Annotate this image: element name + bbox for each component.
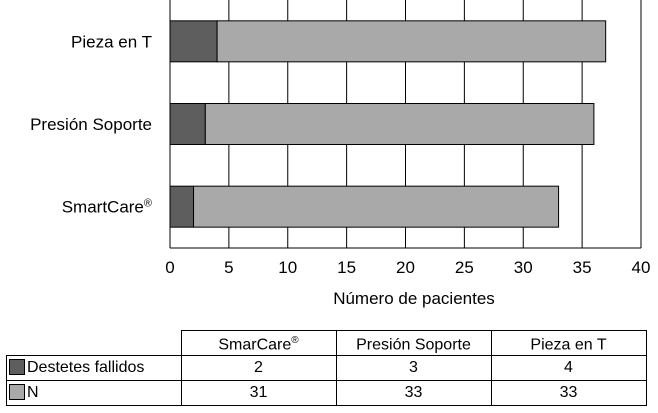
x-tick-label: 0 (165, 258, 174, 277)
table-header-smartcare: SmarCare® (180, 329, 337, 357)
x-tick-label: 5 (224, 258, 233, 277)
row-label-n: N (6, 380, 182, 407)
x-tick-labels: 0 5 10 15 20 25 30 35 40 (165, 258, 650, 277)
x-tick-label: 25 (455, 258, 474, 277)
category-label: SmartCare® (62, 198, 152, 217)
stacked-bar-chart: Pieza en T Presión Soporte SmartCare® 0 5 10… (30, 0, 650, 308)
table-header-row: SmarCare® Presión Soporte Pieza en T (7, 329, 647, 357)
bars (169, 20, 607, 228)
bar-segment-failed (169, 185, 195, 228)
x-tick-label: 10 (278, 258, 297, 277)
table-row: Destetes fallidos 2 3 4 (6, 355, 647, 382)
bar-segment-failed (169, 103, 206, 145)
table-corner (7, 331, 182, 356)
x-tick-label: 30 (514, 258, 533, 277)
legend-swatch-n (9, 384, 25, 401)
row-label-destetes-fallidos: Destetes fallidos (6, 355, 182, 382)
table-row: N 31 33 33 (6, 380, 647, 407)
category-label: Presión Soporte (30, 115, 152, 134)
category-label: Pieza en T (71, 32, 152, 51)
table-cell: 3 (335, 355, 492, 382)
table-cell: 4 (490, 355, 647, 382)
x-tick-label: 40 (632, 258, 651, 277)
bar-segment-failed (169, 20, 218, 63)
x-axis-title: Número de pacientes (333, 289, 495, 308)
category-labels: Pieza en T Presión Soporte SmartCare® (30, 32, 152, 216)
legend-swatch-failed (9, 359, 25, 376)
x-tick-label: 35 (573, 258, 592, 277)
table-cell: 31 (180, 380, 337, 407)
bar-segment-n (204, 103, 595, 145)
table-header-pieza-en-t: Pieza en T (490, 329, 647, 357)
table-cell: 33 (335, 380, 492, 407)
x-tick-label: 20 (396, 258, 415, 277)
table-cell: 33 (490, 380, 647, 407)
x-tick-label: 15 (337, 258, 356, 277)
table-cell: 2 (180, 355, 337, 382)
table-header-presion-soporte: Presión Soporte (335, 329, 492, 357)
data-table: SmarCare® Presión Soporte Pieza en T Des… (6, 329, 647, 407)
bar-segment-n (193, 185, 560, 228)
bar-segment-n (216, 20, 607, 63)
